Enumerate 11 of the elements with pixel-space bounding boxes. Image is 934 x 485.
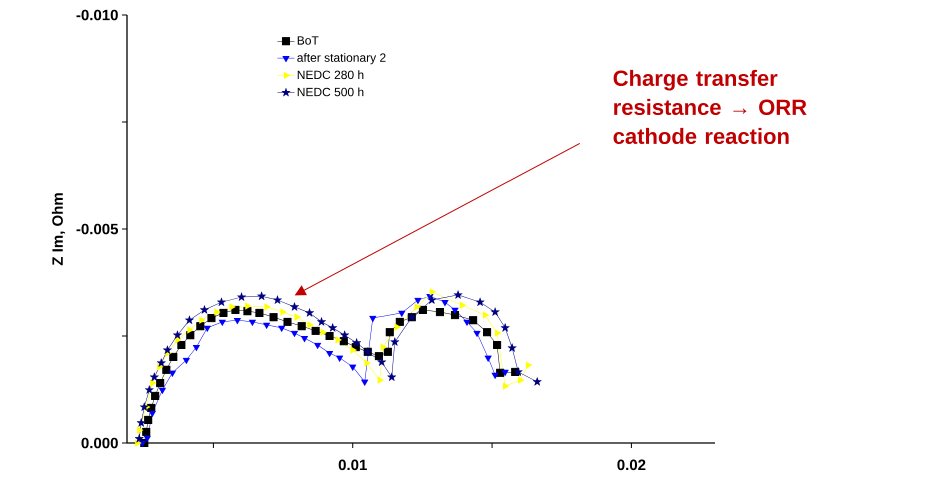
legend-label: NEDC 500 h xyxy=(298,87,364,96)
y-tick-label: 0.000 xyxy=(82,438,118,448)
y-tick-label: -0.005 xyxy=(76,224,118,234)
x-tick-label: 0.02 xyxy=(617,460,646,470)
legend-label: after stationary 2 xyxy=(297,53,386,64)
legend-label: NEDC 280 h xyxy=(298,70,364,80)
x-tick-label: 0.01 xyxy=(338,460,367,470)
y-tick-label: -0.010 xyxy=(76,10,118,20)
legend-label: BoT xyxy=(298,36,319,45)
annotation: Charge transfer resistance → ORR cathode reaction xyxy=(614,70,807,144)
y-axis-title: Z Im, Ohm xyxy=(52,193,66,266)
